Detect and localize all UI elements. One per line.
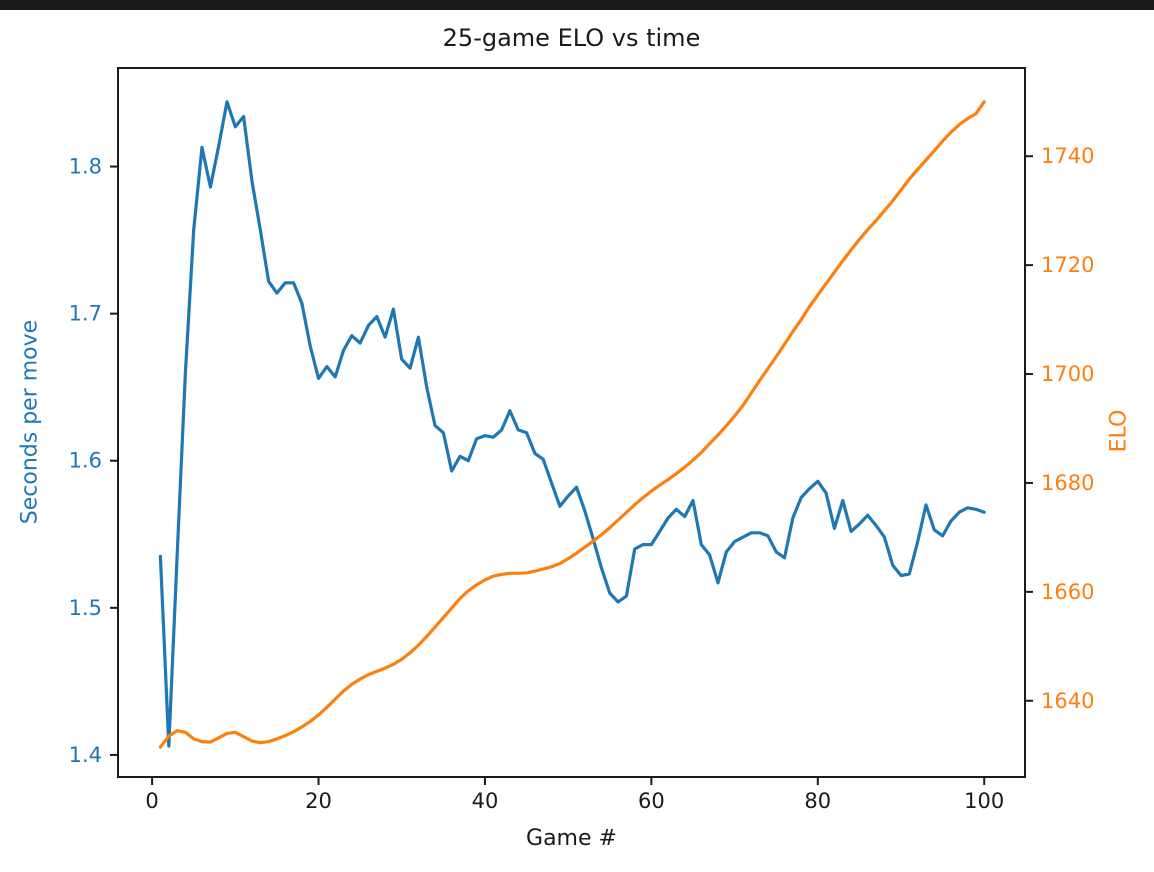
plot-spines [117,67,1026,778]
x-tick-label: 80 [804,789,831,813]
y-right-tick-label: 1660 [1041,580,1094,604]
y-right-tick-label: 1740 [1041,144,1094,168]
x-tick-label: 100 [964,789,1004,813]
chart-title: 25-game ELO vs time [442,24,701,52]
y-left-tick-label: 1.5 [69,596,102,620]
window-top-bar [0,0,1154,10]
y-left-tick-label: 1.6 [69,449,102,473]
y-axis-label-right: ELO [1106,409,1132,453]
x-axis-label: Game # [526,826,617,851]
x-tick-label: 40 [472,789,499,813]
y-right-tick-label: 1680 [1041,471,1094,495]
x-tick-label: 20 [305,789,332,813]
y-right-tick-label: 1640 [1041,689,1094,713]
series-line-elo [158,100,986,749]
x-tick-label: 60 [638,789,665,813]
x-tick-label: 0 [145,789,158,813]
series-line-seconds-per-move [158,100,986,748]
y-right-tick-label: 1720 [1041,253,1094,277]
y-right-tick-label: 1700 [1041,362,1094,386]
y-left-tick-label: 1.7 [69,302,102,326]
y-left-tick-label: 1.4 [69,743,102,767]
y-left-tick-label: 1.8 [69,155,102,179]
y-axis-label-left: Seconds per move [17,319,43,525]
